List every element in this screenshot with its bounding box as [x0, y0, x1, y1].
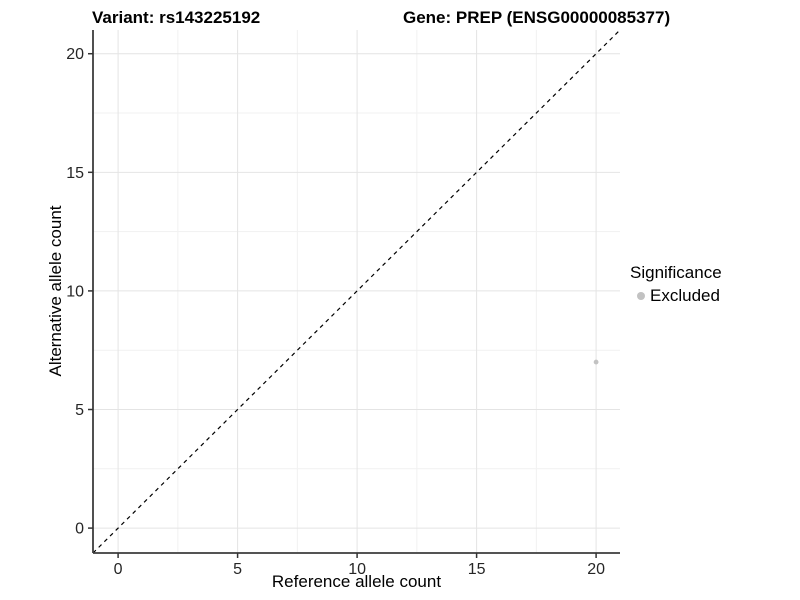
legend: Significance Excluded: [630, 263, 722, 306]
gene-title: Gene: PREP (ENSG00000085377): [403, 8, 671, 27]
y-tick-label: 15: [66, 165, 84, 182]
x-tick-label: 20: [587, 561, 605, 578]
legend-title: Significance: [630, 263, 722, 282]
x-tick-label: 5: [233, 561, 242, 578]
identity-reference-line: [92, 29, 621, 554]
y-tick-label: 10: [66, 283, 84, 300]
y-tick-label: 20: [66, 46, 84, 63]
legend-item-label: Excluded: [650, 286, 720, 305]
x-tick-label: 0: [114, 561, 123, 578]
legend-point-icon: [637, 292, 645, 300]
y-tick-label: 5: [75, 402, 84, 419]
x-axis-label: Reference allele count: [271, 572, 442, 591]
x-tick-label: 10: [348, 561, 366, 578]
legend-item-excluded: Excluded: [630, 286, 722, 306]
y-axis-label: Alternative allele count: [46, 205, 65, 377]
data-point: [593, 359, 599, 365]
x-tick-label: 15: [468, 561, 486, 578]
variant-title: Variant: rs143225192: [92, 8, 261, 27]
y-tick-label: 0: [75, 521, 84, 538]
